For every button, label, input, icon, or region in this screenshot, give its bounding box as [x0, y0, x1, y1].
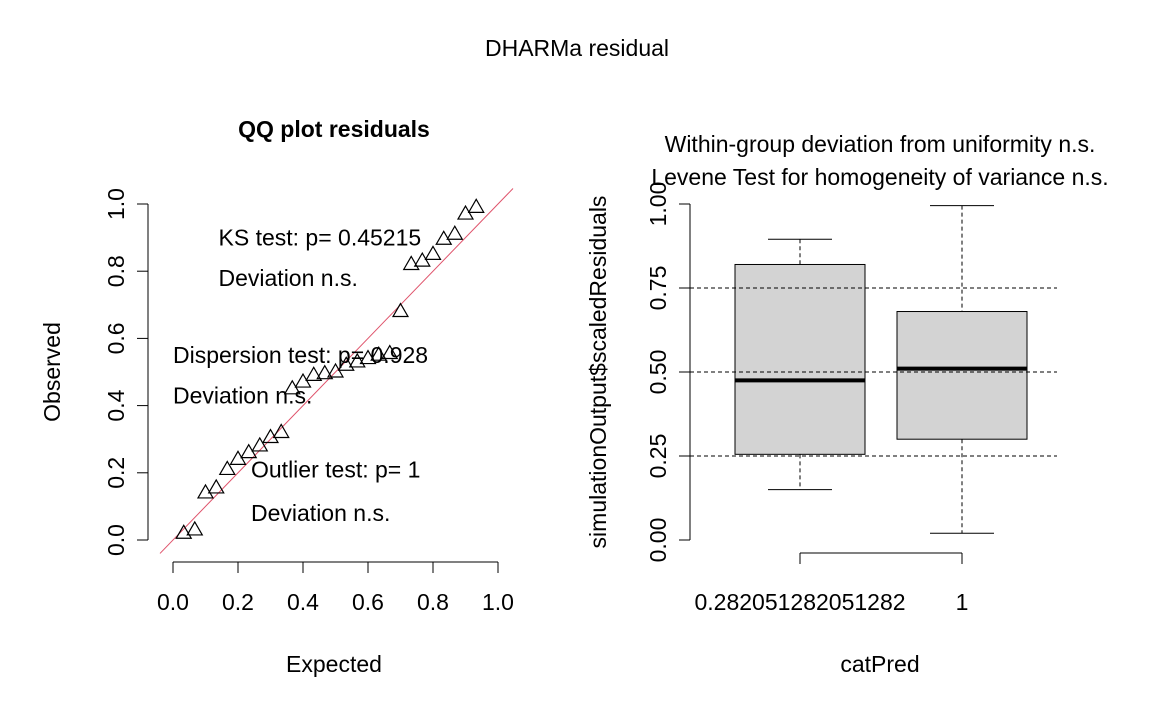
- qq-point: [446, 225, 464, 240]
- qq-x-tick-label: 0.6: [352, 589, 384, 615]
- qq-point: [251, 436, 269, 452]
- boxplot-reference-lines: [690, 287, 1057, 457]
- qq-y-axis-label: Observed: [39, 322, 65, 422]
- qq-annotation: Outlier test: p= 1: [251, 456, 420, 482]
- boxplot-x-axis-label: catPred: [840, 651, 919, 677]
- boxplot-box: [734, 263, 866, 455]
- boxplot-y-tick-label: 0.25: [645, 434, 671, 479]
- qq-point: [305, 366, 323, 381]
- qq-annotation: Dispersion test: p= 0.928: [173, 342, 428, 368]
- qq-x-tick-label: 1.0: [482, 589, 514, 615]
- qq-axes: 0.0 0.2 0.4 0.6 0.8 1.0 0.0 0.2 0.4 0.6 0.8 1.0: [103, 188, 514, 615]
- qq-y-tick-label: 0.6: [103, 322, 129, 354]
- qq-point: [207, 478, 225, 494]
- qq-point: [381, 344, 399, 360]
- qq-point: [261, 428, 280, 444]
- boxplot-box-group: [734, 238, 866, 491]
- boxplot-y-tick-label: 1.00: [645, 182, 671, 227]
- qq-plot-title: QQ plot residuals: [238, 116, 430, 142]
- boxplot-title-line-1: Within-group deviation from uniformity n…: [665, 131, 1096, 157]
- qq-x-tick-label: 0.2: [222, 589, 254, 615]
- boxplot-panel: Within-group deviation from uniformity n…: [585, 131, 1109, 677]
- qq-x-tick-label: 0.8: [417, 589, 449, 615]
- qq-point: [272, 423, 290, 439]
- qq-y-tick-label: 0.4: [103, 389, 129, 421]
- qq-annotation: Deviation n.s.: [251, 500, 390, 526]
- boxplot-y-tick-label: 0.75: [645, 266, 671, 311]
- qq-annotation: Deviation n.s.: [219, 265, 358, 291]
- qq-point: [424, 245, 442, 260]
- qq-annotations: KS test: p= 0.45215 Deviation n.s. Dispers…: [173, 225, 428, 527]
- figure-title: DHARMa residual: [485, 35, 669, 61]
- boxplot-y-tick-label: 0.50: [645, 350, 671, 395]
- qq-x-axis-label: Expected: [286, 651, 382, 677]
- qq-x-tick-label: 0.4: [287, 589, 319, 615]
- boxplot-x-tick-label: 0.282051282051282: [694, 589, 905, 615]
- qq-point: [370, 345, 388, 361]
- qq-y-tick-label: 0.8: [103, 255, 129, 287]
- boxplot-box-group: [896, 205, 1028, 534]
- qq-point: [467, 198, 485, 213]
- qq-x-tick-label: 0.0: [157, 589, 189, 615]
- qq-y-tick-label: 1.0: [103, 188, 129, 220]
- qq-point: [402, 255, 420, 271]
- qq-annotation: Deviation n.s.: [173, 383, 312, 409]
- qq-points: [175, 198, 485, 539]
- qq-point: [337, 356, 355, 371]
- boxplot-axes: 0.00 0.25 0.50 0.75 1.00 0.282051282051282 1: [645, 182, 969, 615]
- qq-y-tick-label: 0.2: [103, 457, 129, 489]
- qq-y-tick-label: 0.0: [103, 524, 129, 556]
- boxplot-boxes: [734, 205, 1028, 534]
- qq-point: [186, 520, 204, 536]
- qq-point: [175, 524, 193, 539]
- qq-plot-panel: QQ plot residuals Expected Observed 0.0 0…: [39, 116, 514, 677]
- qq-point: [435, 230, 453, 245]
- boxplot-box: [896, 311, 1028, 440]
- qq-point: [359, 349, 377, 365]
- qq-point: [196, 483, 215, 499]
- boxplot-x-tick-label: 1: [956, 589, 969, 615]
- boxplot-title-line-2: Levene Test for homogeneity of variance …: [651, 164, 1108, 190]
- boxplot-y-tick-label: 0.00: [645, 518, 671, 563]
- qq-point: [218, 460, 236, 476]
- qq-annotation: KS test: p= 0.45215: [219, 225, 422, 251]
- qq-point: [316, 364, 334, 380]
- boxplot-y-axis-label: simulationOutput$scaledResiduals: [585, 196, 611, 549]
- qq-point: [391, 302, 410, 318]
- qq-point: [348, 352, 366, 368]
